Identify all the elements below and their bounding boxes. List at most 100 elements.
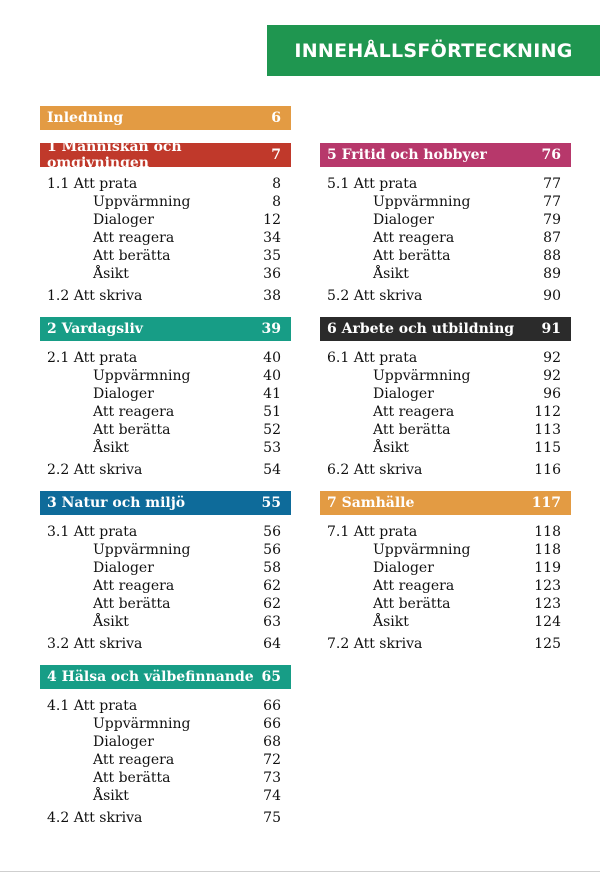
toc-entry[interactable]: Åsikt 36 xyxy=(40,265,291,283)
toc-entry[interactable]: Att reagera 72 xyxy=(40,751,291,769)
toc-entry[interactable]: Att reagera 123 xyxy=(320,577,571,595)
toc-entry[interactable]: Åsikt 74 xyxy=(40,787,291,805)
chapter-title: 4 Hälsa och välbefinnande xyxy=(47,669,254,685)
toc-entry-page: 75 xyxy=(263,810,281,826)
toc-entry[interactable]: Att berätta 123 xyxy=(320,595,571,613)
toc-entry[interactable]: 3.1 Att prata 56 xyxy=(40,523,291,541)
toc-entry[interactable]: Dialoger 12 xyxy=(40,211,291,229)
chapter-title: 6 Arbete och utbildning xyxy=(327,321,515,337)
toc-entry[interactable]: 2.1 Att prata 40 xyxy=(40,349,291,367)
toc-entry-page: 54 xyxy=(263,462,281,478)
chapter-title: 3 Natur och miljö xyxy=(47,495,186,511)
toc-entry[interactable]: Uppvärmning 92 xyxy=(320,367,571,385)
toc-entry[interactable]: Att berätta 35 xyxy=(40,247,291,265)
toc-entry-label: 6.1 Att prata xyxy=(327,350,418,366)
toc-entry-label: 6.2 Att skriva xyxy=(327,462,423,478)
toc-entry-label: Uppvärmning xyxy=(373,194,471,210)
toc-title: INNEHÅLLSFÖRTECKNING xyxy=(267,25,600,76)
toc-entry-page: 51 xyxy=(263,404,281,420)
toc-entry-label: Att berätta xyxy=(373,596,451,612)
toc-entry-page: 52 xyxy=(263,422,281,438)
toc-entry[interactable]: Åsikt 53 xyxy=(40,439,291,457)
toc-entry-label: 1.2 Att skriva xyxy=(47,288,143,304)
toc-entry[interactable]: Dialoger 58 xyxy=(40,559,291,577)
toc-entry[interactable]: Åsikt 63 xyxy=(40,613,291,631)
toc-entry[interactable]: Uppvärmning 40 xyxy=(40,367,291,385)
toc-entry-page: 62 xyxy=(263,578,281,594)
chapter-page: 76 xyxy=(541,147,561,163)
chapter-header-3[interactable]: 3 Natur och miljö 55 xyxy=(40,491,291,515)
toc-entry[interactable]: 7.2 Att skriva 125 xyxy=(320,635,571,653)
intro-section: Inledning 6 xyxy=(40,106,291,130)
toc-entry-label: Uppvärmning xyxy=(373,542,471,558)
toc-entry[interactable]: Dialoger 68 xyxy=(40,733,291,751)
toc-entry-label: 1.1 Att prata xyxy=(47,176,138,192)
toc-entry-label: 5.1 Att prata xyxy=(327,176,418,192)
toc-entry[interactable]: Dialoger 119 xyxy=(320,559,571,577)
toc-entry[interactable]: Att reagera 62 xyxy=(40,577,291,595)
toc-entry[interactable]: Uppvärmning 8 xyxy=(40,193,291,211)
toc-entry-page: 123 xyxy=(534,596,561,612)
toc-entry[interactable]: 1.1 Att prata 8 xyxy=(40,175,291,193)
toc-entry[interactable]: 5.1 Att prata 77 xyxy=(320,175,571,193)
toc-entry[interactable]: Att reagera 87 xyxy=(320,229,571,247)
chapter-header-2[interactable]: 2 Vardagsliv 39 xyxy=(40,317,291,341)
toc-entry-page: 115 xyxy=(534,440,561,456)
toc-entry[interactable]: Åsikt 124 xyxy=(320,613,571,631)
toc-entry[interactable]: Att berätta 73 xyxy=(40,769,291,787)
chapter-header-1[interactable]: 1 Människan och omgivningen 7 xyxy=(40,139,291,171)
toc-entry-label: 7.2 Att skriva xyxy=(327,636,423,652)
toc-entry-label: Åsikt xyxy=(93,266,129,282)
chapter-header-4[interactable]: 4 Hälsa och välbefinnande 65 xyxy=(40,665,291,689)
toc-entry-page: 118 xyxy=(534,524,561,540)
toc-entry-label: 3.1 Att prata xyxy=(47,524,138,540)
toc-entry-label: Uppvärmning xyxy=(373,368,471,384)
chapter-entries: 4.1 Att prata 66 Uppvärmning 66 Dialoger 68 At… xyxy=(40,697,291,827)
toc-entry[interactable]: Att reagera 34 xyxy=(40,229,291,247)
toc-entry-page: 41 xyxy=(263,386,281,402)
toc-entry[interactable]: Åsikt 89 xyxy=(320,265,571,283)
toc-entry-page: 68 xyxy=(263,734,281,750)
chapter-header-6[interactable]: 6 Arbete och utbildning 91 xyxy=(320,317,571,341)
toc-entry[interactable]: 1.2 Att skriva 38 xyxy=(40,287,291,305)
chapter-block-6: 6 Arbete och utbildning 91 6.1 Att prata 92… xyxy=(320,317,571,479)
toc-entry[interactable]: Uppvärmning 66 xyxy=(40,715,291,733)
chapter-header-5[interactable]: 5 Fritid och hobbyer 76 xyxy=(320,143,571,167)
toc-entry[interactable]: Att berätta 52 xyxy=(40,421,291,439)
toc-entry[interactable]: 4.1 Att prata 66 xyxy=(40,697,291,715)
chapter-page: 65 xyxy=(261,669,281,685)
toc-entry-page: 35 xyxy=(263,248,281,264)
toc-entry-page: 62 xyxy=(263,596,281,612)
toc-entry[interactable]: Uppvärmning 56 xyxy=(40,541,291,559)
chapter-block-7: 7 Samhälle 117 7.1 Att prata 118 Uppvärmning… xyxy=(320,491,571,653)
toc-entry[interactable]: Att berätta 88 xyxy=(320,247,571,265)
toc-entry[interactable]: 6.2 Att skriva 116 xyxy=(320,461,571,479)
toc-entry-page: 36 xyxy=(263,266,281,282)
toc-entry[interactable]: Dialoger 79 xyxy=(320,211,571,229)
toc-entry[interactable]: Dialoger 96 xyxy=(320,385,571,403)
toc-entry[interactable]: Att reagera 51 xyxy=(40,403,291,421)
toc-entry-page: 88 xyxy=(543,248,561,264)
toc-entry[interactable]: Att berätta 113 xyxy=(320,421,571,439)
chapter-header-7[interactable]: 7 Samhälle 117 xyxy=(320,491,571,515)
toc-entry[interactable]: Åsikt 115 xyxy=(320,439,571,457)
toc-entry-label: 3.2 Att skriva xyxy=(47,636,143,652)
toc-entry[interactable]: 7.1 Att prata 118 xyxy=(320,523,571,541)
toc-entry[interactable]: Uppvärmning 118 xyxy=(320,541,571,559)
intro-header[interactable]: Inledning 6 xyxy=(40,106,291,130)
toc-entry-label: Uppvärmning xyxy=(93,716,191,732)
toc-entry[interactable]: 4.2 Att skriva 75 xyxy=(40,809,291,827)
toc-entry-label: Att reagera xyxy=(93,404,175,420)
toc-entry[interactable]: Att berätta 62 xyxy=(40,595,291,613)
chapter-entries: 7.1 Att prata 118 Uppvärmning 118 Dialoger 11… xyxy=(320,523,571,653)
toc-entry[interactable]: Dialoger 41 xyxy=(40,385,291,403)
toc-entry[interactable]: 5.2 Att skriva 90 xyxy=(320,287,571,305)
toc-entry[interactable]: 6.1 Att prata 92 xyxy=(320,349,571,367)
toc-entry[interactable]: Uppvärmning 77 xyxy=(320,193,571,211)
toc-entry[interactable]: 2.2 Att skriva 54 xyxy=(40,461,291,479)
toc-entry[interactable]: 3.2 Att skriva 64 xyxy=(40,635,291,653)
toc-entry-label: 5.2 Att skriva xyxy=(327,288,423,304)
toc-entry[interactable]: Att reagera 112 xyxy=(320,403,571,421)
toc-entry-page: 53 xyxy=(263,440,281,456)
toc-entry-page: 112 xyxy=(534,404,561,420)
